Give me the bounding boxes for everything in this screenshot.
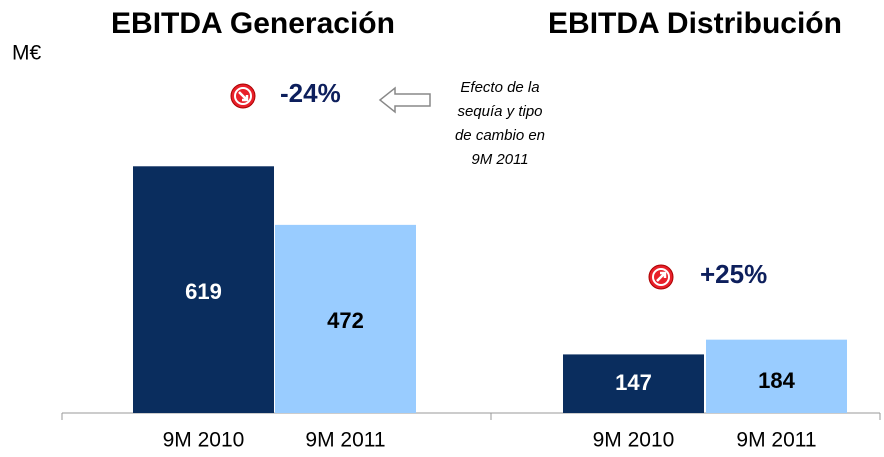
trend-icon-ring — [652, 268, 670, 286]
change-label: -24% — [280, 78, 341, 108]
x-tick-label: 9M 2010 — [163, 429, 245, 452]
baseline-axis — [61, 412, 881, 420]
note-line: sequía y tipo — [457, 103, 542, 120]
value-label: 147 — [615, 370, 652, 395]
note-line: 9M 2011 — [471, 151, 528, 168]
value-label: 184 — [758, 368, 795, 393]
trend-icon-arrow — [656, 271, 667, 282]
note-line: de cambio en — [455, 127, 545, 144]
x-tick-label: 9M 2010 — [593, 429, 675, 452]
note-line: Efecto de la — [460, 79, 539, 96]
bar — [133, 166, 274, 413]
panel-title: EBITDA Distribución — [548, 7, 842, 40]
panel-title: EBITDA Generación — [111, 7, 395, 40]
unit-label: M€ — [12, 42, 41, 65]
bar — [275, 224, 416, 413]
trend-icon-arrow — [238, 91, 249, 102]
note-arrow — [378, 86, 431, 114]
bar — [563, 354, 704, 413]
x-tick-label: 9M 2011 — [736, 429, 816, 452]
trend-icon-ring — [234, 87, 252, 105]
x-tick-label: 9M 2011 — [305, 429, 385, 452]
change-label: +25% — [700, 259, 767, 289]
bar — [706, 339, 847, 413]
value-label: 619 — [185, 279, 222, 304]
value-label: 472 — [327, 308, 364, 333]
